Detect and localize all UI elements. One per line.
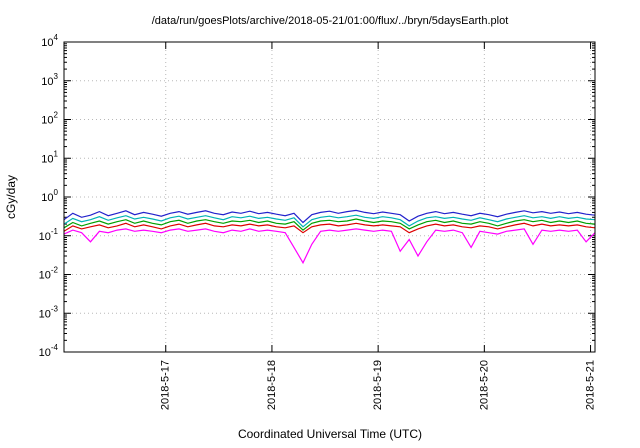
y-tick-label: 10-2 bbox=[39, 266, 59, 282]
x-tick-label: 2018-5-20 bbox=[478, 360, 490, 410]
plot-area: 104 103 102 101 100 10-1 10-2 10-3 10-4 2018-5-17… bbox=[39, 33, 597, 410]
series-line-flux-green bbox=[63, 218, 596, 231]
x-tick-label: 2018-5-18 bbox=[266, 360, 278, 410]
series-line-flux-red bbox=[63, 222, 596, 234]
y-tick-label: 10-3 bbox=[39, 304, 59, 320]
y-tick-label: 10-4 bbox=[39, 343, 59, 359]
plot-border bbox=[63, 41, 596, 353]
series-line-flux-cyan bbox=[63, 214, 596, 228]
y-tick-label: 101 bbox=[41, 149, 58, 165]
series-line-flux-blue bbox=[63, 209, 596, 224]
x-tick-label: 2018-5-19 bbox=[372, 360, 384, 410]
y-tick-label: 100 bbox=[41, 188, 58, 204]
y-tick-label: 102 bbox=[41, 111, 58, 127]
y-axis-label: cGy/day bbox=[4, 175, 18, 219]
chart-title: /data/run/goesPlots/archive/2018-05-21/0… bbox=[152, 15, 509, 27]
x-axis-label: Coordinated Universal Time (UTC) bbox=[238, 427, 422, 441]
x-tick-label: 2018-5-21 bbox=[585, 360, 597, 410]
y-tick-label: 104 bbox=[41, 33, 58, 49]
y-tick-label: 103 bbox=[41, 72, 58, 88]
y-tick-label: 10-1 bbox=[39, 227, 59, 243]
x-tick-label: 2018-5-17 bbox=[160, 360, 172, 410]
series-line-flux-magenta bbox=[63, 228, 596, 265]
